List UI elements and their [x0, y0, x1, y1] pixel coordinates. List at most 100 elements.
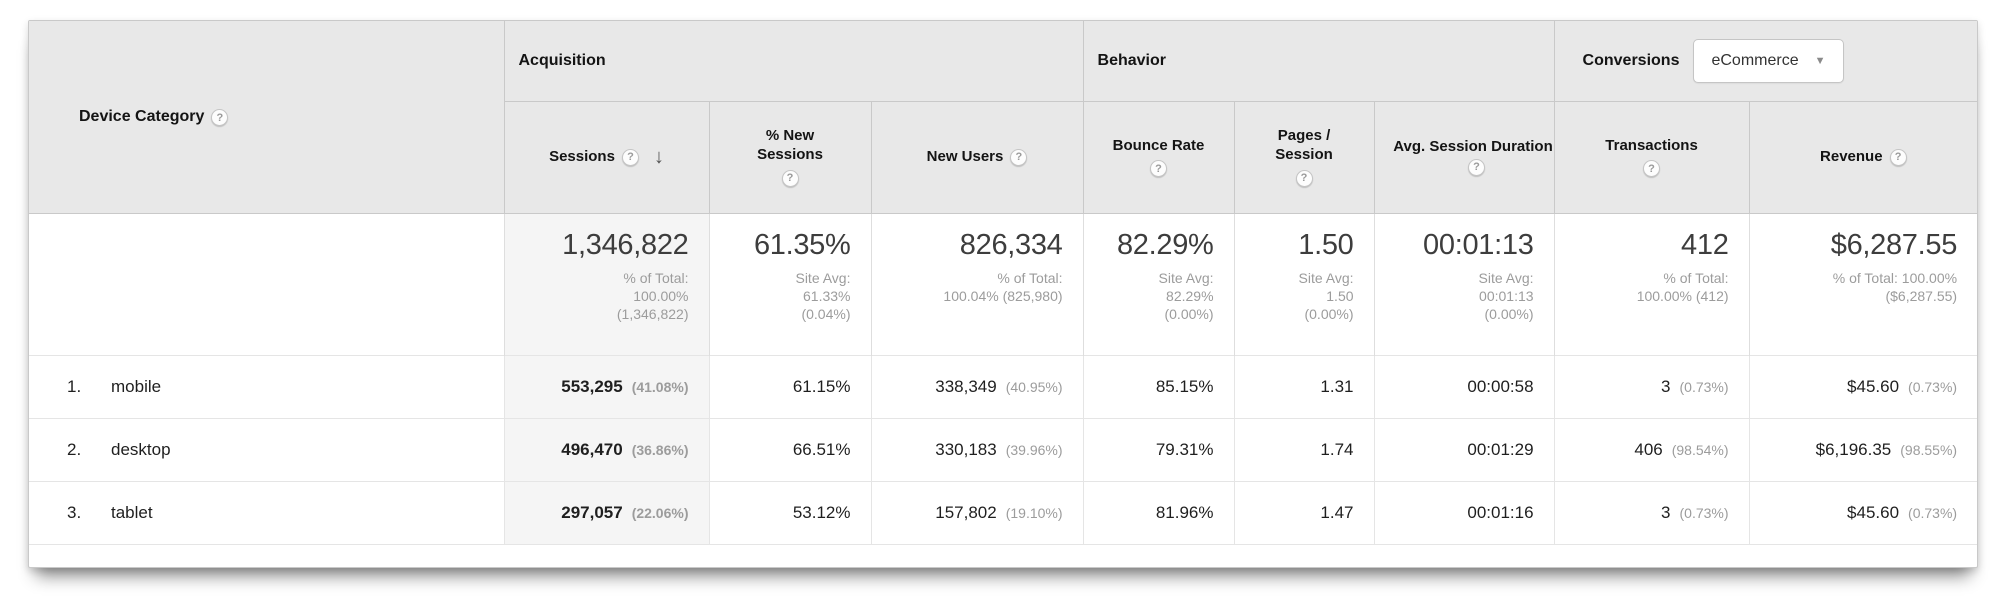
- bounce-rate-value: 81.96%: [1155, 502, 1214, 522]
- column-header-pages-per-session[interactable]: Pages / Session ?: [1233, 100, 1375, 213]
- revenue-cell: $45.60 (0.73%): [1748, 480, 1978, 545]
- table-row-mobile[interactable]: 1. mobile 553,295 (41.08%) 61.15% 338,349 (…: [29, 354, 1978, 418]
- help-icon[interactable]: ?: [1010, 148, 1028, 166]
- group-header-acquisition: Acquisition: [503, 21, 1084, 101]
- revenue-header-label: Revenue: [1820, 147, 1883, 165]
- summary-bounce-rate-value: 82.29%: [1116, 228, 1214, 261]
- summary-avg-session-duration-subtext: Site Avg: 00:01:13 (0.00%): [1478, 269, 1534, 323]
- pages-per-session-cell: 1.31: [1233, 354, 1375, 418]
- sessions-value: 496,470: [561, 439, 623, 459]
- metric-header-row: Sessions ? ↓ % New Sessions ? New Users …: [29, 100, 1978, 213]
- transactions-value: 3: [1661, 376, 1671, 396]
- summary-percent-new-sessions-value: 61.35%: [753, 228, 851, 261]
- summary-revenue-subtext: % of Total: 100.00% ($6,287.55): [1832, 269, 1958, 304]
- device-label-cell: 3. tablet: [29, 480, 504, 545]
- percent-new-sessions-header-label: % New Sessions: [757, 127, 823, 163]
- new-users-cell: 338,349 (40.95%): [870, 354, 1084, 418]
- avg-session-duration-cell: 00:01:29: [1373, 417, 1555, 481]
- percent-new-sessions-cell: 66.51%: [708, 417, 871, 481]
- help-icon[interactable]: ?: [621, 148, 639, 166]
- help-icon[interactable]: ?: [211, 109, 229, 126]
- summary-bounce-rate-subtext: Site Avg: 82.29% (0.00%): [1158, 269, 1214, 323]
- percent-new-sessions-value: 53.12%: [792, 502, 851, 522]
- help-icon[interactable]: ?: [781, 169, 799, 187]
- summary-sessions-value: 1,346,822: [562, 228, 689, 261]
- transactions-percent: (98.54%): [1671, 441, 1729, 458]
- help-icon[interactable]: ?: [1468, 158, 1486, 176]
- acquisition-label: Acquisition: [518, 51, 606, 69]
- pages-per-session-value: 1.31: [1320, 376, 1354, 396]
- summary-sessions-subtext: % of Total: 100.00% (1,346,822): [616, 269, 689, 323]
- pages-per-session-cell: 1.47: [1233, 480, 1375, 545]
- new-users-cell: 330,183 (39.96%): [870, 417, 1084, 481]
- summary-new-users-value: 826,334: [959, 228, 1063, 261]
- sessions-percent: (41.08%): [631, 378, 689, 395]
- sort-descending-icon[interactable]: ↓: [653, 145, 664, 168]
- pages-per-session-header-label: Pages / Session: [1275, 127, 1333, 163]
- summary-percent-new-sessions: 61.35% Site Avg: 61.33% (0.04%): [708, 212, 871, 355]
- row-index: 3.: [67, 502, 82, 522]
- transactions-cell: 406 (98.54%): [1553, 417, 1750, 481]
- column-header-new-users[interactable]: New Users ?: [870, 100, 1084, 213]
- bounce-rate-cell: 79.31%: [1082, 417, 1235, 481]
- revenue-percent: (98.55%): [1900, 441, 1958, 458]
- sessions-percent: (22.06%): [631, 504, 689, 521]
- summary-new-users-subtext: % of Total: 100.04% (825,980): [943, 269, 1063, 304]
- percent-new-sessions-value: 66.51%: [792, 439, 851, 459]
- summary-transactions: 412 % of Total: 100.00% (412): [1553, 212, 1750, 355]
- conversions-label: Conversions: [1582, 51, 1680, 69]
- avg-session-duration-cell: 00:01:16: [1373, 480, 1555, 545]
- column-header-sessions[interactable]: Sessions ? ↓: [503, 100, 709, 213]
- transactions-value: 3: [1661, 502, 1671, 522]
- new-users-value: 330,183: [935, 439, 997, 459]
- revenue-percent: (0.73%): [1908, 504, 1958, 521]
- bounce-rate-value: 85.15%: [1155, 376, 1214, 396]
- summary-avg-session-duration: 00:01:13 Site Avg: 00:01:13 (0.00%): [1373, 212, 1555, 355]
- column-header-avg-session-duration[interactable]: Avg. Session Duration?: [1373, 100, 1555, 213]
- column-header-device-category[interactable]: Device Category?: [29, 21, 504, 213]
- column-header-bounce-rate[interactable]: Bounce Rate ?: [1082, 100, 1235, 213]
- help-icon[interactable]: ?: [1643, 160, 1661, 178]
- device-label-cell: 1. mobile: [29, 354, 504, 418]
- percent-new-sessions-cell: 53.12%: [708, 480, 871, 545]
- bounce-rate-cell: 85.15%: [1082, 354, 1235, 418]
- summary-pages-per-session: 1.50 Site Avg: 1.50 (0.00%): [1233, 212, 1375, 355]
- sessions-percent: (36.86%): [631, 441, 689, 458]
- table-row-desktop[interactable]: 2. desktop 496,470 (36.86%) 66.51% 330,183…: [29, 417, 1978, 481]
- help-icon[interactable]: ?: [1150, 160, 1168, 178]
- behavior-label: Behavior: [1097, 51, 1166, 69]
- avg-session-duration-value: 00:00:58: [1467, 376, 1534, 396]
- summary-pages-per-session-subtext: Site Avg: 1.50 (0.00%): [1298, 269, 1354, 323]
- sessions-cell: 496,470 (36.86%): [503, 417, 709, 481]
- column-header-revenue[interactable]: Revenue ?: [1748, 100, 1978, 213]
- conversions-goal-dropdown[interactable]: eCommerce ▼: [1693, 38, 1844, 83]
- revenue-cell: $6,196.35 (98.55%): [1748, 417, 1978, 481]
- sessions-header-label: Sessions: [549, 147, 615, 165]
- pages-per-session-cell: 1.74: [1233, 417, 1375, 481]
- summary-new-users: 826,334 % of Total: 100.04% (825,980): [870, 212, 1084, 355]
- sessions-value: 553,295: [561, 376, 623, 396]
- summary-revenue-value: $6,287.55: [1830, 228, 1958, 261]
- help-icon[interactable]: ?: [1889, 148, 1907, 166]
- column-header-percent-new-sessions[interactable]: % New Sessions ?: [708, 100, 871, 213]
- revenue-percent: (0.73%): [1908, 378, 1958, 395]
- avg-session-duration-header-label: Avg. Session Duration: [1393, 138, 1553, 156]
- transactions-value: 406: [1634, 439, 1663, 459]
- new-users-percent: (40.95%): [1005, 378, 1063, 395]
- column-header-transactions[interactable]: Transactions ?: [1553, 100, 1750, 213]
- bounce-rate-value: 79.31%: [1155, 439, 1214, 459]
- sessions-cell: 297,057 (22.06%): [503, 480, 709, 545]
- transactions-cell: 3 (0.73%): [1553, 480, 1750, 545]
- device-name: desktop: [111, 439, 171, 459]
- sessions-cell: 553,295 (41.08%): [503, 354, 709, 418]
- help-icon[interactable]: ?: [1295, 169, 1313, 187]
- summary-empty-cell: [29, 212, 504, 355]
- transactions-percent: (0.73%): [1679, 504, 1729, 521]
- avg-session-duration-cell: 00:00:58: [1373, 354, 1555, 418]
- bounce-rate-cell: 81.96%: [1082, 480, 1235, 545]
- revenue-value: $6,196.35: [1815, 439, 1892, 459]
- percent-new-sessions-value: 61.15%: [792, 376, 851, 396]
- table-row-tablet[interactable]: 3. tablet 297,057 (22.06%) 53.12% 157,802 (…: [29, 480, 1978, 545]
- transactions-header-label: Transactions: [1605, 136, 1698, 154]
- dropdown-selected-value: eCommerce: [1711, 51, 1799, 69]
